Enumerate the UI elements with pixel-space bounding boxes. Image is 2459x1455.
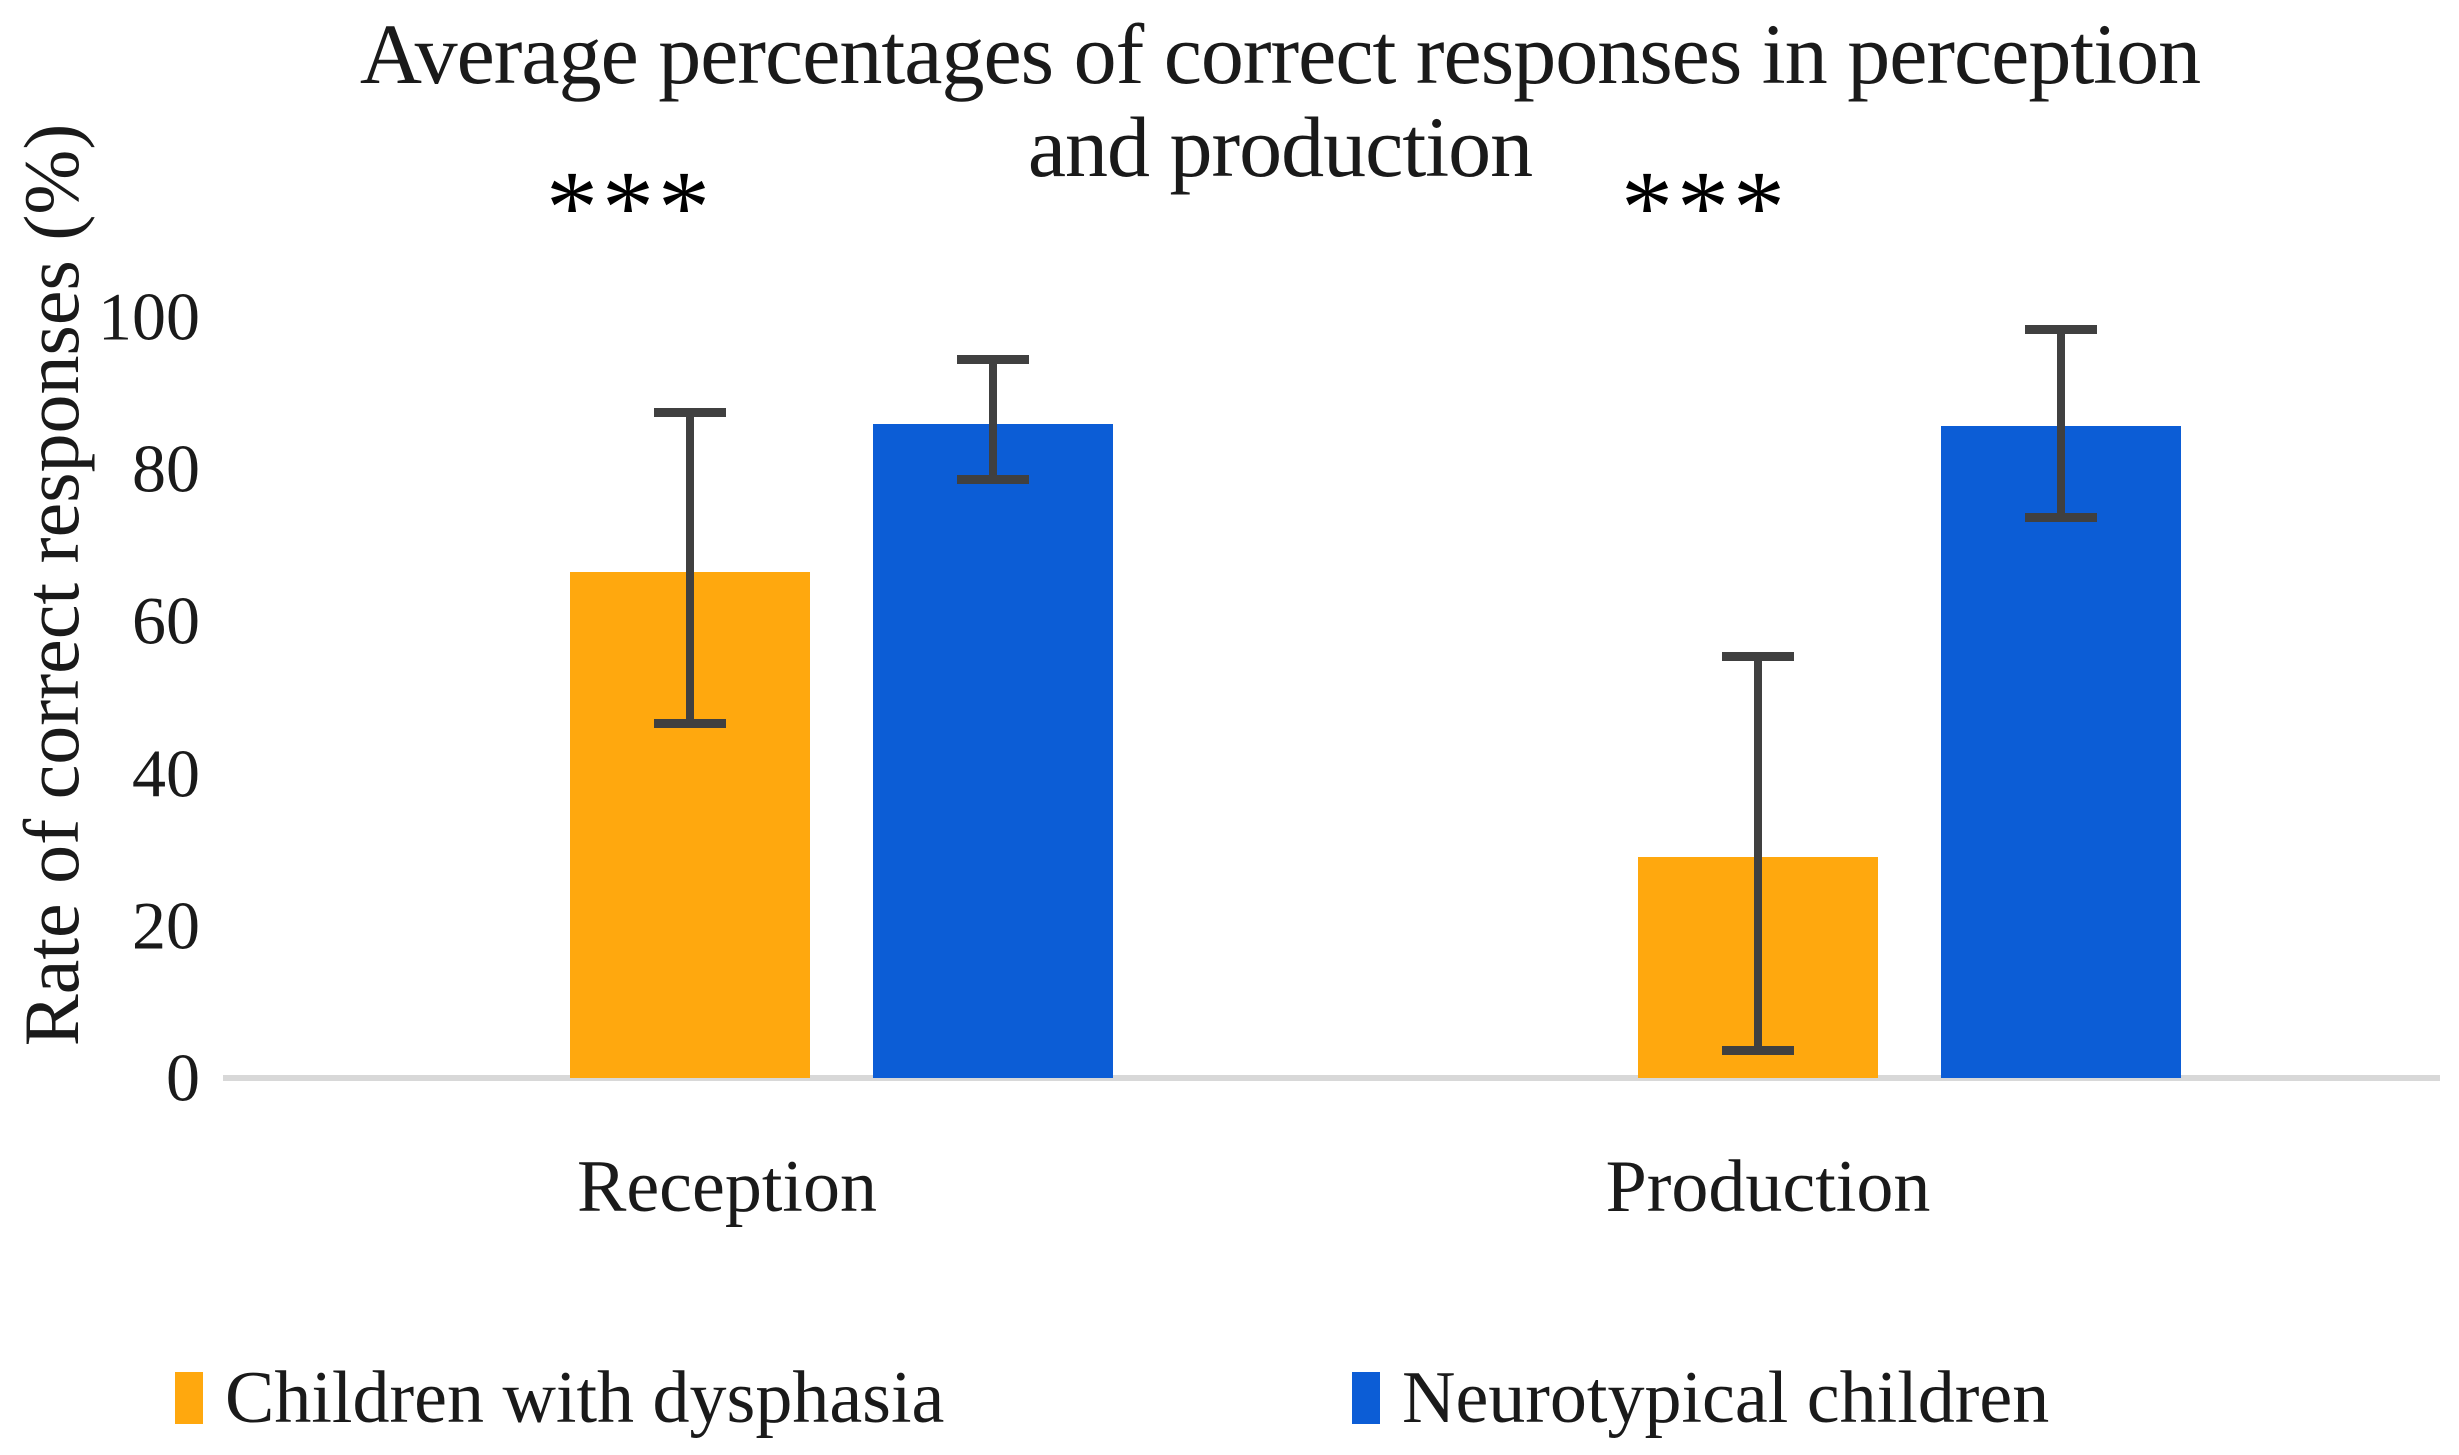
error-bar-cap-bottom bbox=[1722, 1046, 1794, 1056]
error-bar-cap-top bbox=[654, 408, 726, 418]
legend-item-neurotypical: Neurotypical children bbox=[1352, 1348, 2049, 1448]
significance-stars-reception: *** bbox=[546, 150, 714, 265]
bar-neurotypical-reception bbox=[873, 423, 1113, 1078]
chart-title-line1: Average percentages of correct responses… bbox=[359, 6, 2201, 102]
error-bar-cap-bottom bbox=[2025, 513, 2097, 523]
chart-title-line2: and production bbox=[1027, 98, 1533, 195]
y-tick-label: 80 bbox=[132, 430, 200, 507]
error-bar-line bbox=[2057, 324, 2065, 523]
error-bar-cap-bottom bbox=[957, 475, 1029, 485]
error-bar-line bbox=[1754, 651, 1762, 1056]
chart-title: Average percentages of correct responses… bbox=[190, 8, 2370, 194]
y-tick-label: 0 bbox=[166, 1039, 200, 1116]
significance-stars-production: *** bbox=[1621, 150, 1789, 265]
error-bar-cap-top bbox=[1722, 651, 1794, 661]
y-tick-label: 20 bbox=[132, 887, 200, 964]
y-tick-label: 100 bbox=[98, 278, 200, 355]
error-bar-cap-top bbox=[2025, 324, 2097, 334]
y-tick-label: 60 bbox=[132, 582, 200, 659]
error-bar-line bbox=[989, 355, 997, 485]
plot-area: 0 20 40 60 80 100 Reception Production *** *** bbox=[98, 150, 2440, 1228]
legend-item-dysphasia: Children with dysphasia bbox=[175, 1348, 944, 1448]
bar-neurotypical-production bbox=[1941, 425, 2181, 1078]
legend-label-dysphasia: Children with dysphasia bbox=[225, 1356, 945, 1439]
x-category-label-reception: Reception bbox=[576, 1146, 877, 1228]
error-bar-line bbox=[686, 408, 694, 728]
error-bar-cap-top bbox=[957, 355, 1029, 365]
legend-label-neurotypical: Neurotypical children bbox=[1402, 1356, 2050, 1439]
x-category-label-production: Production bbox=[1605, 1146, 1931, 1228]
error-bar-cap-bottom bbox=[654, 718, 726, 728]
legend-swatch-neurotypical-icon bbox=[1352, 1372, 1380, 1424]
x-axis-line bbox=[223, 1075, 2440, 1081]
y-tick-label: 40 bbox=[132, 735, 200, 812]
legend-swatch-dysphasia-icon bbox=[175, 1372, 203, 1424]
